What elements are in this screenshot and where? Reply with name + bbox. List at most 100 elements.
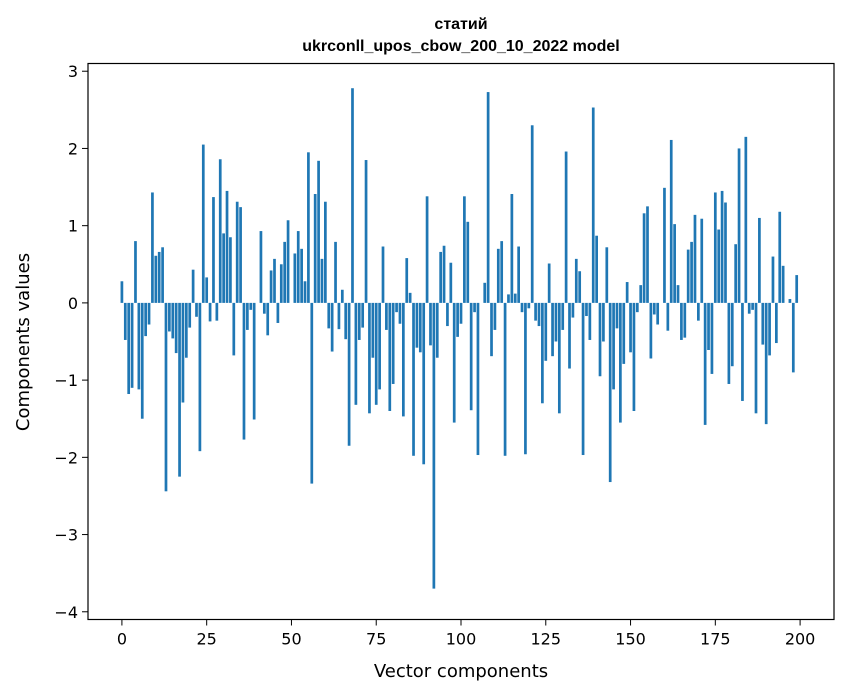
bar-102 bbox=[466, 221, 470, 303]
x-tick-label: 50 bbox=[281, 630, 301, 649]
bar-195 bbox=[781, 265, 785, 303]
bar-56 bbox=[310, 302, 314, 484]
bar-42 bbox=[262, 302, 266, 314]
bar-154 bbox=[642, 213, 646, 303]
bar-119 bbox=[524, 302, 527, 455]
bar-150 bbox=[629, 302, 632, 353]
x-axis-ticks: 0 25 50 75 100 125 150 175 200 bbox=[117, 619, 816, 649]
bar-185 bbox=[747, 302, 751, 314]
bar-161 bbox=[666, 302, 670, 331]
bar-78 bbox=[385, 302, 388, 330]
bar-170 bbox=[697, 302, 700, 321]
y-axis-label: Components values bbox=[13, 253, 34, 431]
bar-12 bbox=[161, 247, 164, 303]
bar-39 bbox=[252, 302, 256, 420]
bar-5 bbox=[137, 302, 141, 390]
bar-124 bbox=[541, 302, 544, 404]
bar-80 bbox=[391, 302, 395, 384]
bar-135 bbox=[578, 271, 582, 303]
bar-37 bbox=[246, 302, 249, 330]
bar-191 bbox=[768, 302, 771, 356]
bar-111 bbox=[496, 248, 500, 303]
bar-117 bbox=[517, 246, 520, 303]
bar-109 bbox=[490, 302, 493, 357]
bar-30 bbox=[222, 233, 225, 303]
chart-title-line-2: ukrconll_upos_cbow_200_10_2022 model bbox=[302, 38, 619, 55]
bar-28 bbox=[215, 302, 219, 321]
bar-67 bbox=[347, 302, 351, 446]
bar-190 bbox=[764, 302, 768, 425]
bar-2 bbox=[127, 302, 131, 395]
bar-166 bbox=[683, 302, 687, 338]
bar-3 bbox=[130, 302, 134, 388]
bar-137 bbox=[585, 302, 588, 317]
bar-8 bbox=[147, 302, 151, 325]
bar-23 bbox=[198, 302, 202, 452]
bar-9 bbox=[151, 192, 154, 303]
bar-131 bbox=[564, 151, 568, 303]
bar-147 bbox=[619, 302, 622, 423]
bar-47 bbox=[279, 264, 283, 303]
bar-101 bbox=[463, 196, 466, 303]
bar-44 bbox=[269, 270, 273, 303]
bar-98 bbox=[452, 302, 456, 423]
bar-157 bbox=[652, 302, 656, 315]
bar-51 bbox=[293, 253, 297, 303]
bar-99 bbox=[456, 302, 459, 337]
y-tick-label: −1 bbox=[54, 371, 78, 390]
x-tick-label: 0 bbox=[117, 630, 127, 649]
bar-151 bbox=[632, 302, 636, 411]
bar-59 bbox=[320, 258, 324, 303]
y-tick-label: 2 bbox=[68, 139, 78, 158]
x-tick-label: 75 bbox=[366, 630, 386, 649]
bar-168 bbox=[690, 241, 693, 303]
bar-141 bbox=[598, 302, 602, 377]
bar-64 bbox=[337, 302, 341, 330]
bar-189 bbox=[761, 302, 765, 345]
x-tick-label: 150 bbox=[615, 630, 646, 649]
bar-192 bbox=[771, 256, 775, 303]
bar-130 bbox=[561, 302, 565, 330]
bar-152 bbox=[635, 302, 639, 313]
bar-66 bbox=[344, 302, 348, 340]
bar-182 bbox=[737, 148, 741, 303]
bar-34 bbox=[235, 201, 239, 303]
x-tick-label: 200 bbox=[785, 630, 816, 649]
bar-65 bbox=[340, 289, 344, 303]
bar-132 bbox=[568, 302, 571, 369]
bar-22 bbox=[195, 302, 198, 317]
bar-199 bbox=[795, 275, 799, 303]
bar-197 bbox=[788, 299, 792, 303]
bar-107 bbox=[483, 282, 487, 303]
bar-167 bbox=[686, 249, 690, 303]
bar-89 bbox=[422, 302, 426, 465]
bar-194 bbox=[778, 211, 782, 303]
bar-35 bbox=[239, 207, 242, 303]
bar-45 bbox=[273, 258, 276, 303]
bar-57 bbox=[313, 194, 317, 303]
y-tick-label: 1 bbox=[68, 217, 78, 236]
bar-162 bbox=[669, 139, 673, 303]
bar-175 bbox=[713, 192, 717, 303]
bar-108 bbox=[486, 92, 490, 303]
bar-75 bbox=[374, 302, 378, 405]
bar-145 bbox=[612, 302, 615, 390]
bar-54 bbox=[303, 281, 307, 303]
bar-18 bbox=[181, 302, 185, 403]
bar-94 bbox=[439, 251, 443, 303]
bar-29 bbox=[218, 159, 222, 303]
bar-153 bbox=[639, 285, 643, 303]
bar-173 bbox=[707, 302, 710, 350]
x-tick-label: 125 bbox=[530, 630, 561, 649]
bar-63 bbox=[334, 241, 337, 303]
bar-160 bbox=[663, 187, 666, 303]
bar-21 bbox=[191, 269, 195, 303]
bar-181 bbox=[734, 244, 738, 303]
bar-14 bbox=[168, 302, 171, 332]
bar-58 bbox=[317, 160, 320, 303]
bar-174 bbox=[710, 302, 714, 374]
bar-177 bbox=[720, 190, 724, 303]
bar-113 bbox=[503, 302, 507, 456]
bar-38 bbox=[249, 302, 253, 310]
